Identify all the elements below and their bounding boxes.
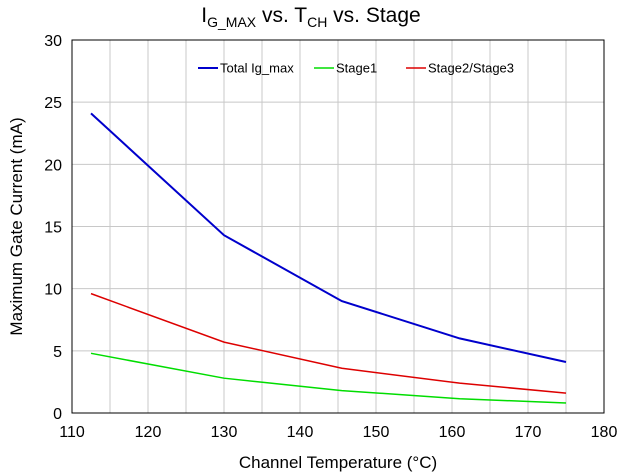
legend-label: Total Ig_max — [220, 61, 294, 76]
y-axis-ticks: 0 5 10 15 20 25 30 — [44, 33, 62, 423]
series-line-1 — [90, 112, 567, 363]
x-tick-label: 170 — [515, 424, 542, 441]
legend-label: Stage2/Stage3 — [428, 61, 514, 76]
y-tick-label: 30 — [44, 33, 62, 50]
x-tick-label: 160 — [439, 424, 466, 441]
y-tick-label: 15 — [44, 220, 62, 237]
grid — [72, 40, 604, 413]
series-line-2 — [90, 352, 567, 404]
x-tick-label: 180 — [591, 424, 618, 441]
y-tick-label: 5 — [53, 344, 62, 361]
x-axis-ticks: 110 120 130 140 150 160 170 180 — [59, 424, 617, 441]
x-tick-label: 120 — [135, 424, 162, 441]
legend-label: Stage1 — [336, 61, 377, 76]
x-tick-label: 130 — [211, 424, 238, 441]
y-tick-label: 20 — [44, 157, 62, 174]
x-tick-label: 150 — [363, 424, 390, 441]
series-line-3 — [90, 292, 567, 394]
plot-area — [71, 39, 605, 414]
legend: Total Ig_max Stage1 Stage2/Stage3 — [198, 61, 514, 76]
chart-title: IG_MAX vs. TCH vs. Stage — [201, 4, 421, 30]
x-tick-label: 140 — [287, 424, 314, 441]
x-tick-label: 110 — [59, 424, 85, 441]
y-tick-label: 10 — [44, 282, 62, 299]
x-axis-label: Channel Temperature (°C) — [239, 453, 437, 472]
y-axis-label: Maximum Gate Current (mA) — [7, 117, 26, 335]
y-tick-label: 25 — [44, 95, 62, 112]
y-tick-label: 0 — [53, 406, 62, 423]
series-lines — [90, 112, 567, 404]
